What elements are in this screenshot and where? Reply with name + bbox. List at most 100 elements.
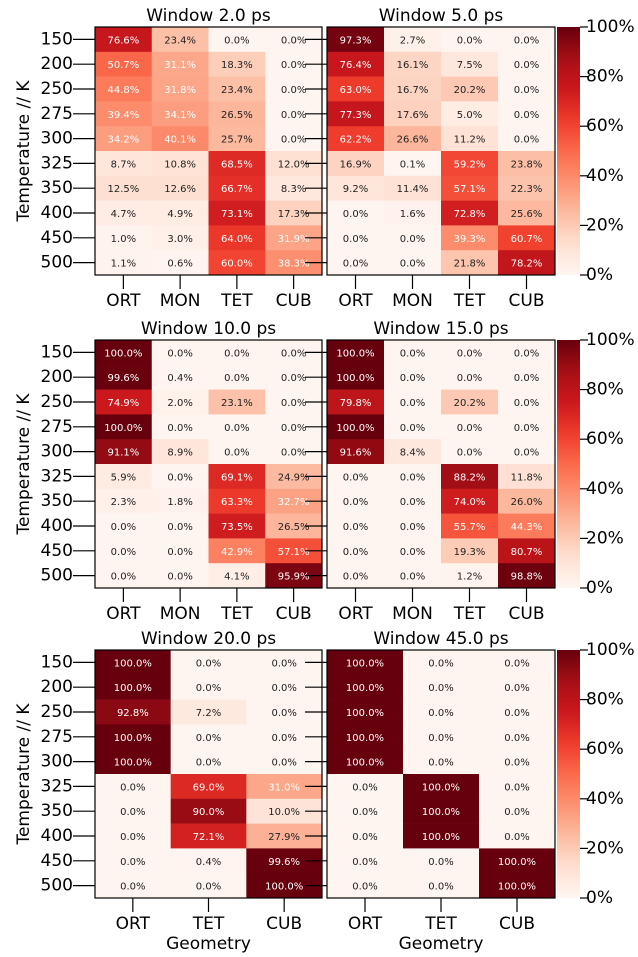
y-tick-label: 275: [41, 727, 73, 747]
cell-label: 8.9%: [167, 448, 192, 459]
colorbar-tick-label: 80%: [586, 380, 624, 400]
cell-label: 0.0%: [120, 782, 145, 793]
cell-label: 0.0%: [504, 733, 529, 744]
heatmap-cell: [327, 101, 385, 127]
cell-label: 0.0%: [343, 209, 368, 220]
heatmap-cell: [208, 225, 266, 251]
cell-label: 1.2%: [457, 572, 482, 583]
cell-label: 44.8%: [107, 85, 139, 96]
x-tick-label: ORT: [338, 291, 373, 311]
cell-label: 0.6%: [167, 259, 192, 270]
cell-label: 100.0%: [422, 807, 460, 818]
cell-label: 0.0%: [224, 35, 249, 46]
cell-label: 0.0%: [167, 572, 192, 583]
cell-label: 76.4%: [340, 60, 372, 71]
heatmap-cell: [403, 873, 480, 899]
heatmap-cell: [151, 51, 209, 77]
heatmap-cell: [95, 76, 153, 102]
cell-label: 0.0%: [400, 472, 425, 483]
cell-label: 0.0%: [167, 348, 192, 359]
heatmap-cell: [479, 699, 556, 725]
heatmap-cell: [151, 225, 209, 251]
cell-label: 0.0%: [514, 348, 539, 359]
heatmap-cell: [208, 488, 266, 514]
heatmap-cell: [208, 151, 266, 177]
cell-label: 63.3%: [221, 497, 253, 508]
heatmap-cell: [208, 364, 266, 390]
heatmap-cell: [327, 699, 404, 725]
colorbar-tick-label: 40%: [586, 789, 624, 809]
colorbar-tick-label: 0%: [586, 265, 613, 285]
cell-label: 0.0%: [514, 423, 539, 434]
heatmap-cell: [403, 774, 480, 800]
colorbar-tick-label: 0%: [586, 578, 613, 598]
heatmap-cell: [498, 340, 556, 366]
heatmap-cell: [327, 848, 404, 874]
cell-label: 69.1%: [221, 472, 253, 483]
heatmap-cell: [208, 414, 266, 440]
heatmap-cell: [327, 538, 385, 564]
heatmap-cell: [441, 250, 499, 276]
cell-label: 0.0%: [352, 857, 377, 868]
heatmap-cell: [384, 175, 442, 201]
heatmap-cell: [441, 340, 499, 366]
cell-label: 0.0%: [352, 807, 377, 818]
cell-label: 62.2%: [340, 135, 372, 146]
heatmap-cell: [327, 27, 385, 53]
cell-label: 39.3%: [454, 234, 486, 245]
heatmap-cell: [498, 175, 556, 201]
panel-title: Window 2.0 ps: [146, 6, 271, 26]
panel-title: Window 10.0 ps: [141, 319, 276, 339]
cell-label: 0.0%: [428, 857, 453, 868]
heatmap-cell: [403, 650, 480, 676]
cell-label: 0.0%: [167, 522, 192, 533]
cell-label: 66.7%: [221, 184, 253, 195]
heatmap-cell: [95, 699, 171, 725]
heatmap-cell: [95, 873, 171, 899]
cell-label: 0.0%: [224, 373, 249, 384]
heatmap-cell: [327, 674, 404, 700]
x-tick-label: MON: [160, 291, 201, 311]
heatmap-cell: [151, 101, 209, 127]
cell-label: 16.1%: [397, 60, 429, 71]
heatmap-cell: [384, 340, 442, 366]
heatmap-cell: [327, 200, 385, 226]
colorbar: [557, 27, 580, 275]
heatmap-cell: [498, 389, 556, 415]
heatmap-cell: [95, 724, 171, 750]
cell-label: 0.0%: [514, 60, 539, 71]
heatmap-cell: [208, 126, 266, 152]
cell-label: 95.9%: [278, 572, 310, 583]
cell-label: 100.0%: [336, 423, 374, 434]
heatmap-cell: [95, 364, 153, 390]
cell-label: 59.2%: [454, 159, 486, 170]
cell-label: 0.0%: [343, 259, 368, 270]
heatmap-cell: [151, 27, 209, 53]
cell-label: 11.4%: [397, 184, 429, 195]
cell-label: 64.0%: [221, 234, 253, 245]
colorbar-tick-label: 60%: [586, 429, 624, 449]
cell-label: 4.7%: [111, 209, 136, 220]
heatmap-cell: [384, 538, 442, 564]
cell-label: 0.0%: [514, 85, 539, 96]
heatmap-cell: [327, 225, 385, 251]
cell-label: 100.0%: [104, 348, 142, 359]
cell-label: 31.8%: [164, 85, 196, 96]
heatmap-cell: [441, 151, 499, 177]
heatmap-cell: [208, 250, 266, 276]
cell-label: 1.8%: [167, 497, 192, 508]
heatmap-cell: [384, 27, 442, 53]
cell-label: 0.0%: [196, 683, 221, 694]
colorbar-tick-label: 0%: [586, 888, 613, 908]
cell-label: 22.3%: [511, 184, 543, 195]
cell-label: 39.4%: [107, 110, 139, 121]
heatmap-cell: [441, 51, 499, 77]
cell-label: 73.1%: [221, 209, 253, 220]
cell-label: 0.0%: [281, 135, 306, 146]
y-tick-label: 400: [41, 203, 73, 223]
heatmap-cell: [170, 674, 247, 700]
cell-label: 73.5%: [221, 522, 253, 533]
heatmap-cell: [208, 101, 266, 127]
heatmap-cell: [327, 414, 385, 440]
